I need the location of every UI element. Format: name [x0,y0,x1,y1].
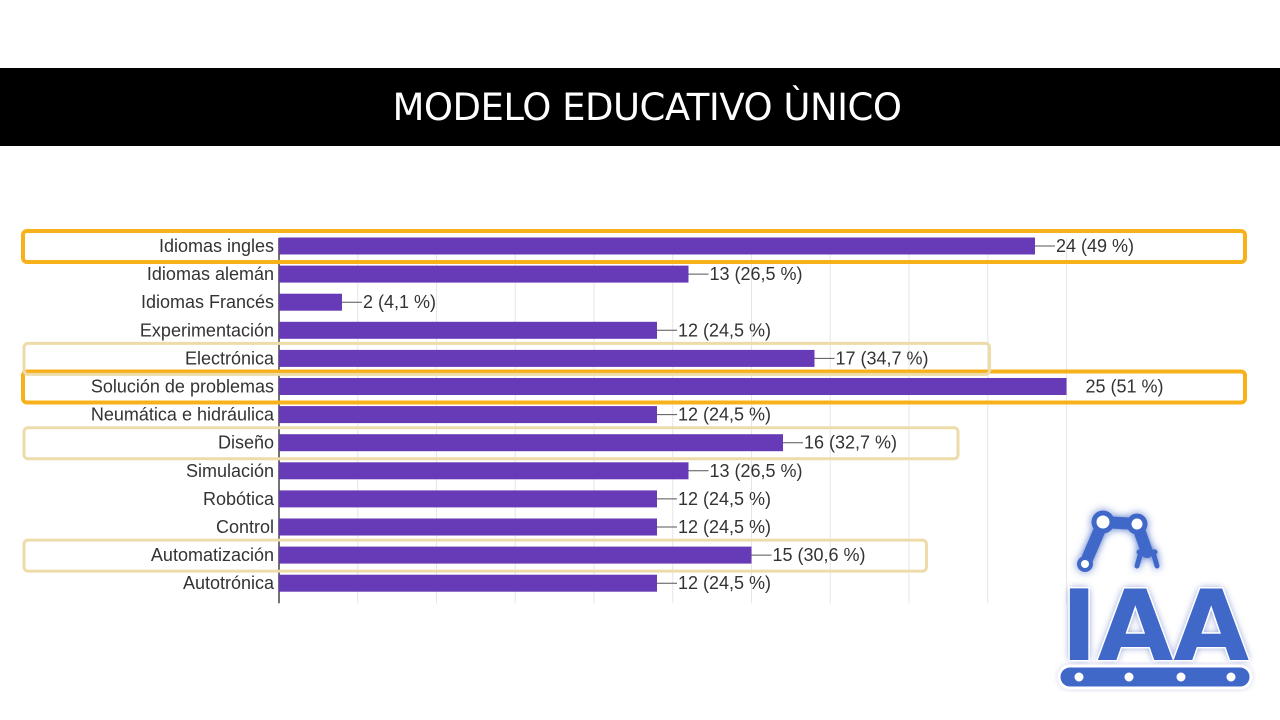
highlight-box-strong [21,369,1247,405]
bar [279,574,657,592]
labels: Idiomas ingles 24 (49 %) Idiomas alemán 13 … [91,236,1164,593]
bar [279,378,1067,395]
data-label: 12 (24,5 %) [678,489,771,509]
data-label: 16 (32,7 %) [804,433,897,453]
category-label: Autotrónica [183,573,275,593]
data-label: 2 (4,1 %) [363,292,436,312]
data-label: 17 (34,7 %) [836,348,929,368]
bar [279,349,815,367]
conveyor-belt-icon [1057,664,1253,690]
highlight-box-soft [22,426,960,461]
data-label: 25 (51 %) [1086,377,1164,397]
category-label: Simulación [186,461,274,481]
data-label: 13 (26,5 %) [710,264,803,284]
title-banner: MODELO EDUCATIVO ÙNICO [0,68,1280,146]
data-label: 15 (30,6 %) [773,545,866,565]
data-label: 24 (49 %) [1056,236,1134,256]
data-label: 12 (24,5 %) [678,517,771,537]
category-label: Idiomas Francés [141,292,274,312]
bar [279,237,1035,255]
robot-arm-icon [1077,510,1160,572]
bar [279,265,689,283]
category-label: Diseño [218,433,274,453]
data-label: 12 (24,5 %) [678,320,771,340]
category-label: Experimentación [140,320,274,340]
bar [279,462,689,480]
bar [279,518,657,536]
data-label: 12 (24,5 %) [678,405,771,425]
category-label: Robótica [203,489,275,509]
category-label: Solución de problemas [91,377,274,397]
highlight-box-strong [21,229,1247,264]
iaa-logo: IAA [1057,510,1253,690]
bar [279,434,783,452]
category-label: Control [216,517,274,537]
bar [279,321,657,339]
slide-title: MODELO EDUCATIVO ÙNICO [392,85,902,129]
data-label: 12 (24,5 %) [678,573,771,593]
bars [279,237,1067,592]
bar [279,406,657,424]
data-label: 13 (26,5 %) [710,461,803,481]
bar [279,293,342,311]
bar [279,490,657,508]
category-label: Idiomas alemán [147,264,274,284]
highlight-boxes [21,229,1247,573]
category-label: Neumática e hidráulica [91,405,275,425]
highlight-box-soft [22,538,928,573]
bar [279,546,752,564]
category-label: Electrónica [185,348,275,368]
category-label: Automatización [151,545,274,565]
highlight-box-soft [22,341,991,376]
category-label: Idiomas ingles [159,236,274,256]
